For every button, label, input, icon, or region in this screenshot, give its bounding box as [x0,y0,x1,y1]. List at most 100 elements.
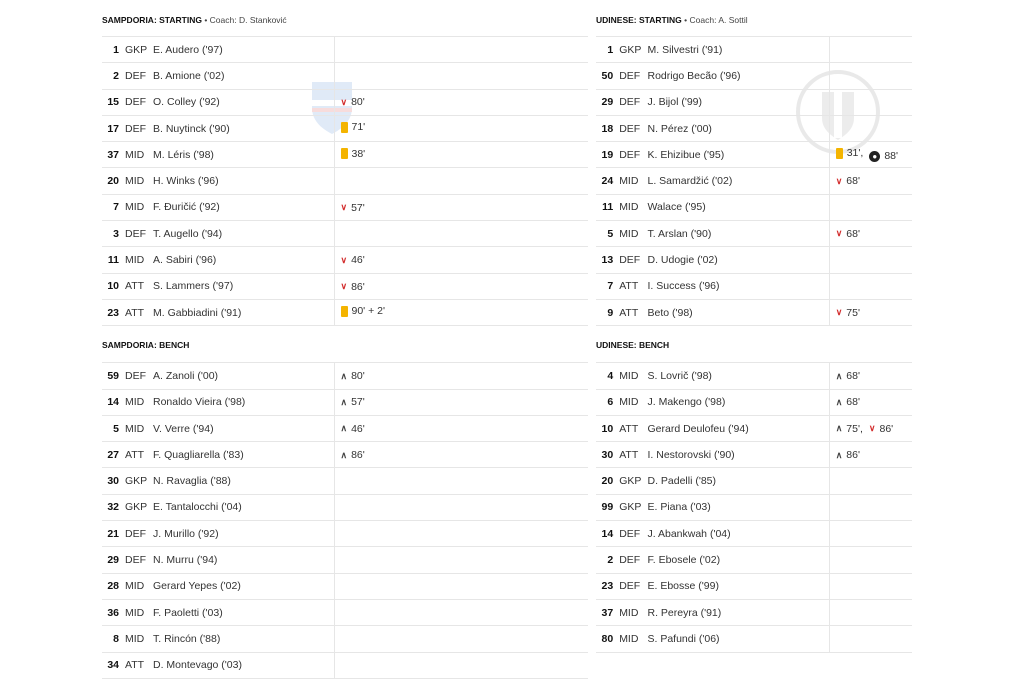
shirt-number: 11 [102,246,122,274]
shirt-number: 50 [596,62,617,90]
match-events [333,493,588,521]
player-row: 14 MID Ronaldo Vieira ('98) ∧ 57' [102,388,588,416]
sampdoria-bench-table: 59 DEF A. Zanoli ('00) ∧ 80' 14 MID Ronaldo Vie… [102,362,588,679]
position: DEF [616,246,648,274]
sub-in-icon: ∧ [340,423,348,434]
player-row: 80 MID S. Pafundi ('06) [596,625,912,653]
event-minute: 68' [846,370,860,383]
shirt-number: 36 [102,598,122,626]
position: MID [616,362,648,390]
player-name: H. Winks ('96) [153,167,334,195]
player-row: 27 ATT F. Quagliarella ('83) ∧ 86' [102,441,588,468]
shirt-number: 29 [102,546,122,574]
position: MID [122,388,153,416]
player-name: J. Makengo ('98) [647,388,830,416]
player-name: M. Gabbiadini ('91) [153,298,334,327]
position: DEF [122,546,153,574]
player-name: J. Bijol ('99) [647,88,830,116]
player-row: 1 GKP E. Audero ('97) [102,35,588,63]
player-name: D. Montevago ('03) [153,651,334,679]
match-events: 31', ● 88' [828,141,912,168]
match-events [333,625,588,653]
player-row: 20 MID H. Winks ('96) [102,167,588,195]
position: MID [616,167,648,195]
event-minute: 31', [846,147,864,160]
position: ATT [616,298,648,327]
shirt-number: 13 [596,246,617,274]
event: ∨ 86' [341,281,365,293]
shirt-number: 19 [596,141,617,168]
shirt-number: 15 [102,88,122,116]
position: GKP [122,493,153,521]
shirt-number: 10 [596,414,617,442]
position: DEF [616,546,648,574]
player-name: D. Padelli ('85) [647,467,830,495]
position: ATT [616,272,648,300]
player-name: M. Silvestri ('91) [647,35,830,63]
position: DEF [122,220,153,247]
match-events: ∧ 86' [828,441,912,468]
position: DEF [122,362,153,390]
event: ∨ 57' [341,202,365,214]
event: 31', [835,147,864,160]
position: MID [122,167,153,195]
sampdoria-column: SAMPDORIA: STARTING • Coach: D. Stankovi… [102,0,588,679]
match-events [333,546,588,574]
player-row: 30 ATT I. Nestorovski ('90) ∧ 86' [596,441,912,468]
shirt-number: 18 [596,114,617,142]
position: ATT [616,414,648,442]
shirt-number: 30 [102,467,122,495]
player-name: N. Murru ('94) [153,546,334,574]
match-events: ∧ 57' [333,388,588,416]
sub-out-icon: ∨ [868,423,876,434]
player-row: 9 ATT Beto ('98) ∨ 75' [596,298,912,327]
player-row: 11 MID A. Sabiri ('96) ∨ 46' [102,246,588,274]
event: 90' + 2' [340,305,385,317]
player-name: E. Ebosse ('99) [647,572,830,600]
match-events [828,62,912,90]
match-events: ∧ 86' [333,441,588,468]
match-events [828,598,912,626]
player-row: 37 MID R. Pereyra ('91) [596,598,912,626]
team-section-title: SAMPDORIA: STARTING [102,15,202,25]
udinese-bench-table: 4 MID S. Lovrič ('98) ∧ 68' 6 MID J. Makengo ('… [596,362,912,653]
sub-in-icon: ∧ [835,449,843,460]
shirt-number: 11 [596,193,617,221]
player-name: J. Abankwah ('04) [647,520,830,547]
player-row: 5 MID V. Verre ('94) ∧ 46' [102,414,588,442]
sub-in-icon: ∧ [340,449,348,460]
player-name: Ronaldo Vieira ('98) [153,388,334,416]
player-name: F. Đuričić ('92) [153,193,334,221]
player-row: 37 MID M. Léris ('98) 38' [102,141,588,168]
player-name: V. Verre ('94) [153,414,334,442]
event: ∨ 75' [836,307,860,319]
event: ∧ 68' [836,370,860,382]
shirt-number: 20 [102,167,122,195]
player-row: 10 ATT S. Lammers ('97) ∨ 86' [102,272,588,300]
match-events [828,572,912,600]
event-minute: 68' [846,175,860,188]
shirt-number: 2 [102,62,122,90]
player-name: K. Ehizibue ('95) [647,141,830,168]
player-name: A. Zanoli ('00) [153,362,334,390]
event-minute: 88' [884,150,898,163]
player-name: B. Nuytinck ('90) [153,114,334,142]
player-name: N. Pérez ('00) [647,114,830,142]
event-minute: 71' [351,121,366,134]
sub-in-icon: ∧ [835,396,843,407]
match-events [333,651,588,679]
player-row: 5 MID T. Arslan ('90) ∨ 68' [596,220,912,247]
coach-label: • Coach: D. Stanković [204,15,287,25]
shirt-number: 7 [596,272,617,300]
player-row: 13 DEF D. Udogie ('02) [596,246,912,274]
match-events [828,193,912,221]
team-section-title: SAMPDORIA: BENCH [102,340,190,351]
match-events [828,467,912,495]
shirt-number: 29 [596,88,617,116]
shirt-number: 17 [102,114,122,142]
player-name: F. Paoletti ('03) [153,598,334,626]
position: GKP [616,35,648,63]
shirt-number: 8 [102,625,122,653]
player-row: 36 MID F. Paoletti ('03) [102,598,588,626]
sampdoria-bench-header: SAMPDORIA: BENCH [102,326,588,362]
